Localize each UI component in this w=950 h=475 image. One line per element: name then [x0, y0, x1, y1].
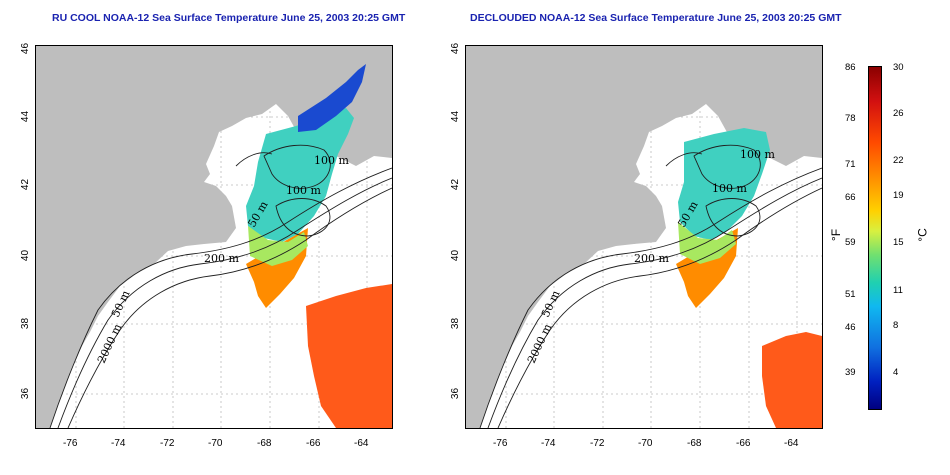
y-tick-label: 44 [20, 110, 32, 123]
x-tick-label: -70 [208, 438, 223, 449]
celsius-tick: 4 [893, 367, 899, 378]
x-tick-label: -76 [493, 438, 508, 449]
celsius-unit-label: °C [915, 228, 930, 242]
panel-title-right: DECLOUDED NOAA-12 Sea Surface Temperatur… [470, 12, 842, 24]
contour-label: 100 m [314, 154, 349, 167]
nova-scotia [728, 48, 822, 156]
y-tick-label: 46 [450, 42, 462, 55]
fahrenheit-unit-label: °F [829, 228, 844, 242]
x-tick-label: -70 [638, 438, 653, 449]
sst-gulf-of-maine [678, 128, 770, 240]
x-tick-label: -72 [590, 438, 605, 449]
contour-label: 2000 m [95, 321, 125, 365]
y-tick-label: 36 [450, 387, 462, 400]
fahrenheit-tick: 71 [845, 159, 856, 170]
map-canvas-right: 100 m 100 m 50 m 200 m 50 m 2000 m [466, 46, 822, 428]
y-tick-label: 38 [450, 317, 462, 330]
celsius-tick: 8 [893, 320, 899, 331]
sst-southern-shelf [678, 222, 736, 264]
celsius-tick: 19 [893, 190, 904, 201]
contour-label: 100 m [712, 182, 747, 195]
y-tick-label: 38 [20, 317, 32, 330]
map-canvas-left: 100 m 100 m 50 m 200 m 50 m 2000 m [36, 46, 392, 428]
y-tick-label: 42 [20, 178, 32, 191]
fahrenheit-tick: 46 [845, 322, 856, 333]
y-tick-label: 44 [450, 110, 462, 123]
sst-gulf-of-maine [246, 108, 354, 242]
sst-southern-shelf [248, 226, 308, 266]
panel-title-left: RU COOL NOAA-12 Sea Surface Temperature … [52, 12, 406, 24]
sst-cold-bay-of-fundy [298, 64, 366, 132]
x-tick-label: -68 [687, 438, 702, 449]
fahrenheit-tick: 51 [845, 289, 856, 300]
map-panel-right: 100 m 100 m 50 m 200 m 50 m 2000 m [465, 45, 823, 429]
colorbar [868, 66, 882, 410]
celsius-tick: 15 [893, 237, 904, 248]
x-tick-label: -74 [111, 438, 126, 449]
contour-label: 200 m [634, 252, 669, 265]
bathymetry-contours [479, 144, 822, 428]
fahrenheit-tick: 59 [845, 237, 856, 248]
x-tick-label: -72 [160, 438, 175, 449]
contour-label: 100 m [740, 148, 775, 161]
celsius-tick: 30 [893, 62, 904, 73]
x-tick-label: -64 [784, 438, 799, 449]
sst-warm-south [762, 332, 822, 428]
land-mass [36, 46, 392, 428]
y-tick-label: 42 [450, 178, 462, 191]
fahrenheit-tick: 78 [845, 113, 856, 124]
land-mass [466, 46, 822, 428]
fahrenheit-tick: 66 [845, 192, 856, 203]
x-tick-label: -66 [736, 438, 751, 449]
contour-label: 100 m [286, 184, 321, 197]
bathymetry-contours [49, 144, 392, 428]
fahrenheit-tick: 86 [845, 62, 856, 73]
sst-warm-south [306, 284, 392, 428]
x-tick-label: -66 [306, 438, 321, 449]
y-tick-label: 36 [20, 387, 32, 400]
y-tick-label: 40 [20, 249, 32, 262]
x-tick-label: -68 [257, 438, 272, 449]
x-tick-label: -74 [541, 438, 556, 449]
contour-label: 2000 m [525, 321, 555, 365]
fahrenheit-tick: 39 [845, 367, 856, 378]
y-tick-label: 46 [20, 42, 32, 55]
celsius-tick: 22 [893, 155, 904, 166]
celsius-tick: 11 [893, 285, 903, 296]
celsius-tick: 26 [893, 108, 904, 119]
y-tick-label: 40 [450, 249, 462, 262]
contour-label: 200 m [204, 252, 239, 265]
x-tick-label: -64 [354, 438, 369, 449]
map-panel-left: 100 m 100 m 50 m 200 m 50 m 2000 m [35, 45, 393, 429]
x-tick-label: -76 [63, 438, 78, 449]
